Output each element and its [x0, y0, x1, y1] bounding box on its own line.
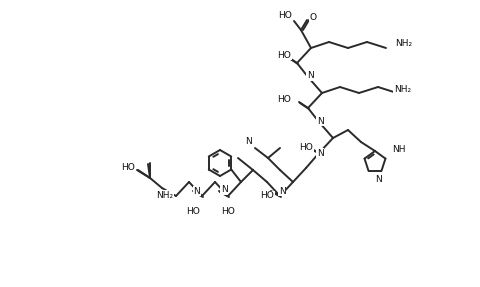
Text: HO: HO [278, 11, 292, 20]
Text: N: N [221, 185, 228, 195]
Text: HO: HO [277, 51, 291, 59]
Text: HO: HO [260, 191, 274, 201]
Text: NH₂: NH₂ [395, 40, 412, 49]
Text: NH₂: NH₂ [394, 84, 411, 94]
Text: HO: HO [221, 207, 235, 216]
Text: N: N [317, 117, 324, 125]
Text: N: N [307, 71, 313, 80]
Text: HO: HO [186, 207, 200, 216]
Text: HO: HO [121, 164, 135, 172]
Text: N: N [317, 148, 324, 158]
Text: N: N [278, 187, 286, 195]
Text: O: O [310, 13, 317, 22]
Text: N: N [246, 137, 252, 146]
Text: NH: NH [392, 146, 406, 154]
Text: N: N [376, 175, 383, 184]
Text: HO: HO [299, 144, 313, 152]
Text: N: N [193, 187, 200, 195]
Text: NH₂: NH₂ [156, 191, 173, 199]
Text: HO: HO [277, 96, 291, 104]
